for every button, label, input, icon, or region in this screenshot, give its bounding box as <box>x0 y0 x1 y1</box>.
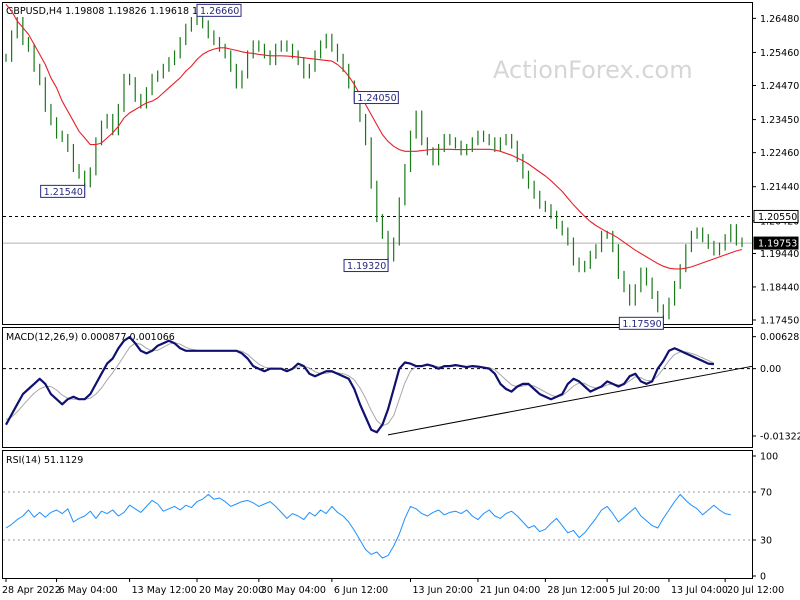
price-axis-tick-label: 1.19440 <box>760 249 799 260</box>
x-axis-tick-label: 6 Jun 12:00 <box>334 585 388 596</box>
moving-average-line <box>5 3 743 270</box>
price-panel-title: GBPUSD,H4 1.19808 1.19826 1.19618 1.1975… <box>6 6 231 17</box>
price-level-tag-label: 1.19753 <box>758 239 797 250</box>
price-callout-box <box>353 91 399 105</box>
rsi-axis-tick-label: 70 <box>760 488 772 499</box>
macd-axis-tick-label: 0.00 <box>760 364 781 375</box>
x-axis-tick-label: 20 Jul 12:00 <box>727 585 784 596</box>
rsi-axis-tick-label: 0 <box>760 572 766 583</box>
x-axis-tick-label: 13 May 12:00 <box>132 585 197 596</box>
price-axis-tick-label: 1.22460 <box>760 148 799 159</box>
macd-panel-title: MACD(12,26,9) 0.000877 0.001066 <box>6 332 175 343</box>
price-callout-label: 1.21540 <box>44 187 83 198</box>
price-axis-tick-label: 1.18440 <box>760 282 799 293</box>
x-axis-tick-label: 20 May 20:00 <box>199 585 264 596</box>
price-callout-label: 1.26660 <box>200 6 239 17</box>
rsi-axis-tick-label: 30 <box>760 536 772 547</box>
x-axis-tick-label: 28 Apr 2022 <box>2 585 61 596</box>
macd-axis-tick-label: 0.006285 <box>760 332 800 343</box>
macd-line <box>5 336 714 434</box>
macd-axis-tick-label: -0.013223 <box>760 431 800 442</box>
x-axis-tick-label: 6 May 04:00 <box>59 585 118 596</box>
macd-panel-frame <box>2 327 753 448</box>
price-series-layer <box>5 3 743 320</box>
rsi-axis-tick-label: 100 <box>760 452 778 463</box>
price-callout-label: 1.24050 <box>357 93 396 104</box>
x-axis-tick-label: 13 Jul 04:00 <box>671 585 728 596</box>
price-callout-box <box>343 259 389 273</box>
x-axis-tick-label: 21 Jun 04:00 <box>480 585 540 596</box>
price-axis-tick-label: 1.26480 <box>760 14 799 25</box>
level-lines-layer <box>3 215 752 541</box>
watermark-text: ActionForex.com <box>493 56 693 84</box>
price-callout-box <box>618 316 664 330</box>
axis-labels-layer: 1.26480 1.25460 1.24470 1.23450 1.22460 1.214… <box>2 14 800 596</box>
price-level-tag-box <box>753 209 799 223</box>
rsi-series-layer <box>5 493 731 559</box>
price-axis-tick-label: 1.23450 <box>760 115 799 126</box>
macd-series-layer <box>5 336 753 436</box>
price-level-tag-label: 1.20550 <box>758 212 797 223</box>
price-axis-tick-label: 1.21440 <box>760 182 799 193</box>
rsi-panel-title: RSI(14) 51.1129 <box>6 455 83 466</box>
x-axis-tick-label: 13 Jun 20:00 <box>413 585 473 596</box>
x-axis-tick-label: 28 Jun 12:00 <box>547 585 607 596</box>
price-callout-box <box>40 184 86 198</box>
price-axis-tick-label: 1.24470 <box>760 81 799 92</box>
price-level-tag-box <box>753 236 799 250</box>
price-callout-box <box>196 3 242 17</box>
rsi-line <box>5 493 731 559</box>
x-axis-tick-label: 5 Jul 20:00 <box>609 585 660 596</box>
x-axis-tick-label: 30 May 04:00 <box>261 585 326 596</box>
price-callout-label: 1.19320 <box>347 261 386 272</box>
price-axis-tick-label: 1.25460 <box>760 48 799 59</box>
macd-trendline <box>387 365 753 436</box>
price-callouts-layer: 1.26660 1.21540 1.24050 1.19320 1.17590 <box>40 3 664 330</box>
price-callout-label: 1.17590 <box>622 319 661 330</box>
price-axis-tick-label: 1.17450 <box>760 316 799 327</box>
price-panel-frame <box>2 2 753 325</box>
rsi-panel-frame <box>2 450 753 579</box>
